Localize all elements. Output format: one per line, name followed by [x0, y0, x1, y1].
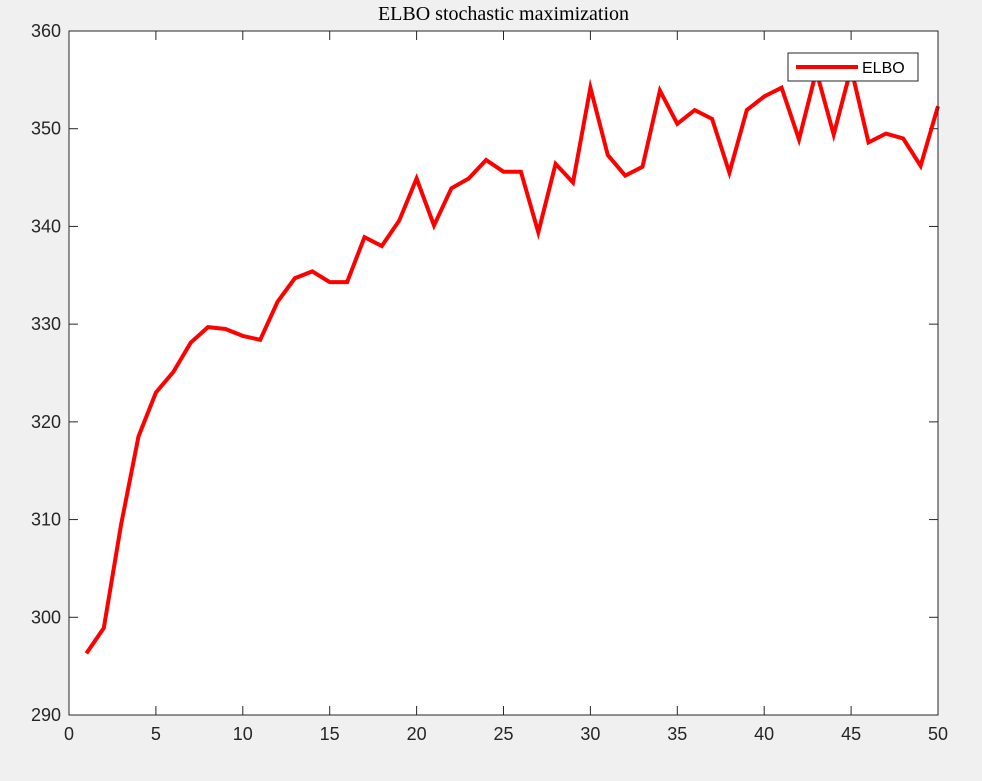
x-tick-label: 30 — [580, 724, 600, 744]
y-tick-label: 350 — [31, 119, 61, 139]
legend-label-elbo: ELBO — [862, 60, 905, 77]
y-tick-label: 290 — [31, 705, 61, 725]
y-tick-label: 360 — [31, 21, 61, 41]
x-tick-label: 40 — [754, 724, 774, 744]
x-tick-label: 25 — [493, 724, 513, 744]
x-tick-label: 10 — [233, 724, 253, 744]
y-tick-label: 320 — [31, 412, 61, 432]
legend[interactable]: ELBO — [788, 53, 918, 81]
x-tick-label: 20 — [407, 724, 427, 744]
plot-area — [69, 31, 938, 715]
x-tick-label: 0 — [64, 724, 74, 744]
x-tick-label: 15 — [320, 724, 340, 744]
x-tick-label: 35 — [667, 724, 687, 744]
x-tick-label: 45 — [841, 724, 861, 744]
y-tick-label: 340 — [31, 216, 61, 236]
y-tick-label: 310 — [31, 510, 61, 530]
chart-title: ELBO stochastic maximization — [378, 3, 629, 25]
x-tick-label: 5 — [151, 724, 161, 744]
y-tick-label: 330 — [31, 314, 61, 334]
x-tick-label: 50 — [928, 724, 948, 744]
y-tick-label: 300 — [31, 607, 61, 627]
